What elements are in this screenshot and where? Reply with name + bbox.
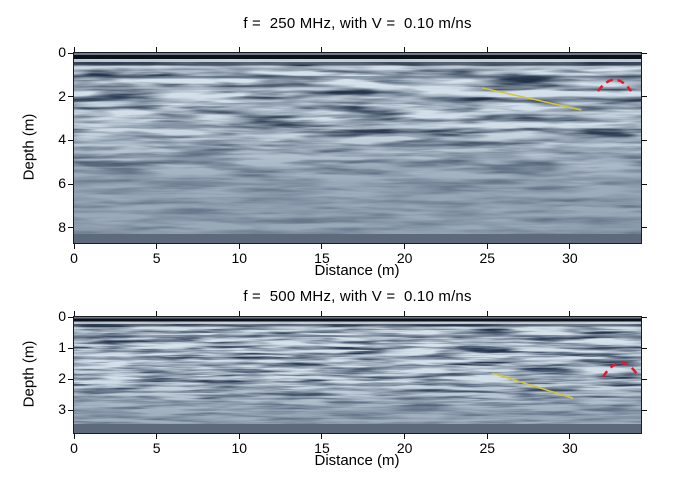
diffraction-hyperbola-annotation <box>596 78 633 92</box>
x-tick-mark <box>321 47 323 52</box>
x-tick-label: 20 <box>396 250 413 266</box>
y-axis-label: Depth (m) <box>20 113 38 181</box>
x-tick-mark <box>73 47 75 52</box>
y-tick-mark <box>68 183 73 185</box>
x-tick-label: 5 <box>152 250 161 266</box>
y-tick-mark <box>68 52 73 54</box>
x-tick-mark <box>321 434 323 439</box>
y-tick-mark <box>642 227 647 229</box>
y-tick-mark <box>68 347 73 349</box>
basal-band <box>74 234 641 243</box>
x-tick-label: 30 <box>562 440 578 456</box>
x-tick-label: 10 <box>231 440 248 456</box>
x-tick-mark <box>321 244 323 249</box>
y-tick-mark <box>68 96 73 98</box>
y-tick-mark <box>642 96 647 98</box>
y-tick-label: 4 <box>58 131 66 148</box>
y-tick-label: 3 <box>58 401 66 418</box>
x-tick-mark <box>238 311 240 316</box>
x-axis-label: Distance (m) <box>314 452 400 469</box>
basal-band <box>74 424 641 433</box>
x-tick-mark <box>569 434 571 439</box>
radargram-image <box>74 317 641 433</box>
y-tick-mark <box>68 378 73 380</box>
y-tick-label: 6 <box>58 175 66 192</box>
x-tick-label: 0 <box>70 440 78 456</box>
x-tick-mark <box>73 311 75 316</box>
surface-line <box>74 317 641 319</box>
y-axis-label: Depth (m) <box>20 340 38 408</box>
x-tick-mark <box>156 47 158 52</box>
plot-title: f = 500 MHz, with V = 0.10 m/ns <box>243 288 472 305</box>
first-arrival-dark-band <box>74 324 641 327</box>
surface-line <box>74 53 641 55</box>
y-tick-mark <box>642 347 647 349</box>
radargram-image <box>74 53 641 243</box>
y-tick-label: 2 <box>58 370 66 387</box>
plot-title: f = 250 MHz, with V = 0.10 m/ns <box>243 15 472 32</box>
y-tick-mark <box>642 52 647 54</box>
y-tick-label: 2 <box>58 87 66 104</box>
x-axis-label: Distance (m) <box>314 262 400 279</box>
x-tick-mark <box>569 47 571 52</box>
y-tick-mark <box>642 378 647 380</box>
direct-wave-band <box>74 318 641 322</box>
y-tick-label: 0 <box>58 44 66 60</box>
y-tick-label: 8 <box>58 218 66 235</box>
first-arrival-light-band <box>74 321 641 324</box>
x-tick-mark <box>569 311 571 316</box>
y-tick-mark <box>642 183 647 185</box>
x-tick-mark <box>404 47 406 52</box>
x-tick-label: 15 <box>314 440 330 456</box>
dipping-interface-annotation <box>482 87 582 111</box>
x-tick-mark <box>486 47 488 52</box>
x-tick-mark <box>486 434 488 439</box>
x-tick-mark <box>238 244 240 249</box>
dipping-interface-annotation <box>492 372 574 399</box>
y-tick-mark <box>68 316 73 318</box>
plot-area <box>73 316 642 434</box>
y-tick-mark <box>68 409 73 411</box>
x-tick-mark <box>73 434 75 439</box>
x-tick-label: 30 <box>562 250 578 266</box>
x-tick-mark <box>569 244 571 249</box>
x-tick-label: 5 <box>152 440 161 456</box>
y-tick-label: 1 <box>58 339 66 356</box>
x-tick-mark <box>238 47 240 52</box>
x-tick-mark <box>486 244 488 249</box>
y-tick-mark <box>68 227 73 229</box>
annotations-layer <box>482 78 633 111</box>
x-tick-label: 25 <box>479 440 496 456</box>
y-tick-label: 0 <box>58 308 66 324</box>
first-arrival-dark-band <box>74 62 641 66</box>
x-tick-mark <box>321 311 323 316</box>
x-tick-mark <box>156 434 158 439</box>
x-tick-label: 20 <box>396 440 413 456</box>
y-tick-mark <box>642 316 647 318</box>
y-tick-mark <box>642 409 647 411</box>
x-tick-label: 15 <box>314 250 330 266</box>
y-tick-mark <box>642 139 647 141</box>
direct-wave-band <box>74 55 641 59</box>
x-tick-label: 0 <box>70 250 78 266</box>
wiggle-texture <box>74 317 641 433</box>
x-tick-mark <box>404 434 406 439</box>
x-tick-label: 25 <box>479 250 496 266</box>
x-tick-mark <box>404 311 406 316</box>
first-arrival-light-band <box>74 59 641 62</box>
annotations-layer <box>492 361 639 399</box>
x-tick-mark <box>73 244 75 249</box>
x-tick-mark <box>156 311 158 316</box>
plot-area <box>73 52 642 244</box>
x-tick-mark <box>238 434 240 439</box>
x-tick-mark <box>156 244 158 249</box>
x-tick-label: 10 <box>231 250 248 266</box>
x-tick-mark <box>404 244 406 249</box>
x-tick-mark <box>486 311 488 316</box>
wiggle-texture <box>74 53 641 243</box>
y-tick-mark <box>68 139 73 141</box>
diffraction-hyperbola-annotation <box>601 361 639 378</box>
